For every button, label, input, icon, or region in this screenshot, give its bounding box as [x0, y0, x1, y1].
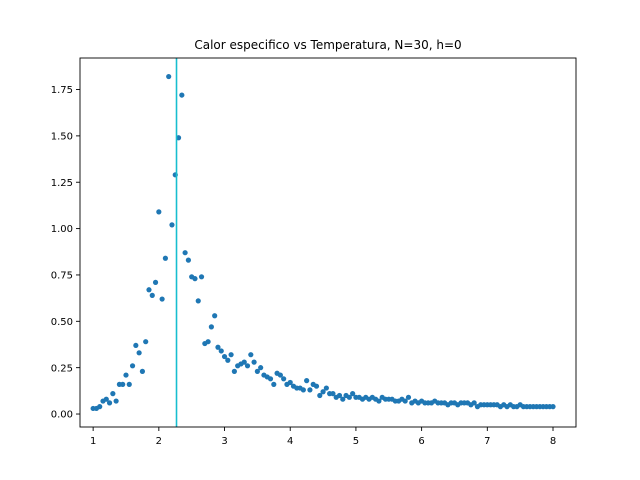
data-point	[110, 391, 116, 397]
x-tick-label: 8	[550, 436, 556, 447]
data-point	[136, 350, 142, 356]
data-point	[300, 387, 306, 393]
data-point	[277, 372, 283, 378]
chart-title: Calor especifico vs Temperatura, N=30, h…	[194, 38, 461, 52]
data-point	[162, 255, 168, 261]
data-point	[215, 344, 221, 350]
data-point	[185, 257, 191, 263]
data-point	[182, 250, 188, 256]
x-tick-label: 5	[353, 436, 359, 447]
axes-frame	[79, 57, 577, 428]
x-tick-label: 1	[90, 436, 96, 447]
data-point	[208, 324, 214, 330]
data-point	[258, 365, 264, 371]
data-point	[550, 404, 556, 410]
data-point	[97, 404, 103, 410]
data-point	[281, 376, 287, 382]
data-point	[169, 222, 175, 228]
axes: 1 2 3 4 5 6 7 8 0.00 0.25 0.50 0.75 1.00 1.25 1.50 1.75	[51, 57, 577, 447]
data-point	[113, 398, 119, 404]
data-point	[179, 92, 185, 98]
data-point	[205, 339, 211, 345]
data-point	[287, 379, 293, 386]
data-point	[405, 394, 412, 400]
data-point	[241, 359, 247, 365]
data-point	[254, 368, 260, 374]
data-point	[248, 352, 254, 358]
data-point	[123, 372, 129, 378]
data-point	[244, 363, 251, 369]
data-point	[143, 339, 149, 345]
data-point	[218, 348, 224, 354]
data-point	[307, 387, 313, 393]
y-tick-label: 0.50	[51, 317, 73, 328]
data-point	[225, 357, 231, 363]
data-point	[471, 400, 477, 406]
y-tick-label: 1.00	[51, 224, 73, 235]
data-point	[271, 381, 277, 387]
data-point	[376, 398, 382, 404]
data-point	[346, 394, 352, 400]
data-point	[228, 352, 234, 358]
data-point	[129, 363, 136, 369]
y-tick-label: 0.75	[51, 271, 73, 282]
x-tick-label: 6	[418, 436, 424, 447]
data-point	[320, 389, 326, 395]
y-tick-label: 1.25	[51, 178, 73, 189]
data-point	[192, 276, 198, 282]
plot-area	[90, 58, 556, 427]
data-point	[350, 391, 356, 397]
data-point	[313, 383, 320, 389]
data-point	[402, 398, 408, 404]
y-tick-label: 1.75	[51, 85, 73, 96]
data-point	[212, 313, 218, 319]
data-point	[156, 209, 162, 215]
data-point	[126, 381, 132, 387]
data-point	[330, 391, 336, 397]
data-point	[106, 400, 113, 406]
data-point	[133, 342, 139, 349]
x-tick-label: 3	[221, 436, 227, 447]
x-tick-label: 2	[156, 436, 162, 447]
data-point	[103, 396, 109, 402]
data-point	[152, 279, 159, 285]
data-point	[146, 287, 152, 293]
data-point	[267, 376, 274, 382]
data-point	[317, 392, 323, 399]
data-point	[221, 353, 228, 360]
x-tick-label: 7	[484, 436, 490, 447]
data-point	[323, 385, 329, 391]
y-tick-label: 1.50	[51, 131, 73, 142]
data-point	[304, 378, 310, 384]
data-point	[336, 392, 343, 399]
data-point	[251, 359, 257, 365]
data-point	[139, 368, 146, 374]
data-point	[149, 292, 155, 298]
data-point	[195, 298, 201, 304]
data-point	[198, 274, 205, 280]
data-point	[340, 396, 346, 402]
data-point	[166, 73, 172, 80]
data-point	[231, 368, 237, 374]
data-point	[159, 296, 165, 302]
x-tick-label: 4	[287, 436, 293, 447]
data-point	[120, 381, 126, 387]
y-tick-label: 0.00	[51, 410, 73, 421]
y-tick-label: 0.25	[51, 363, 73, 374]
